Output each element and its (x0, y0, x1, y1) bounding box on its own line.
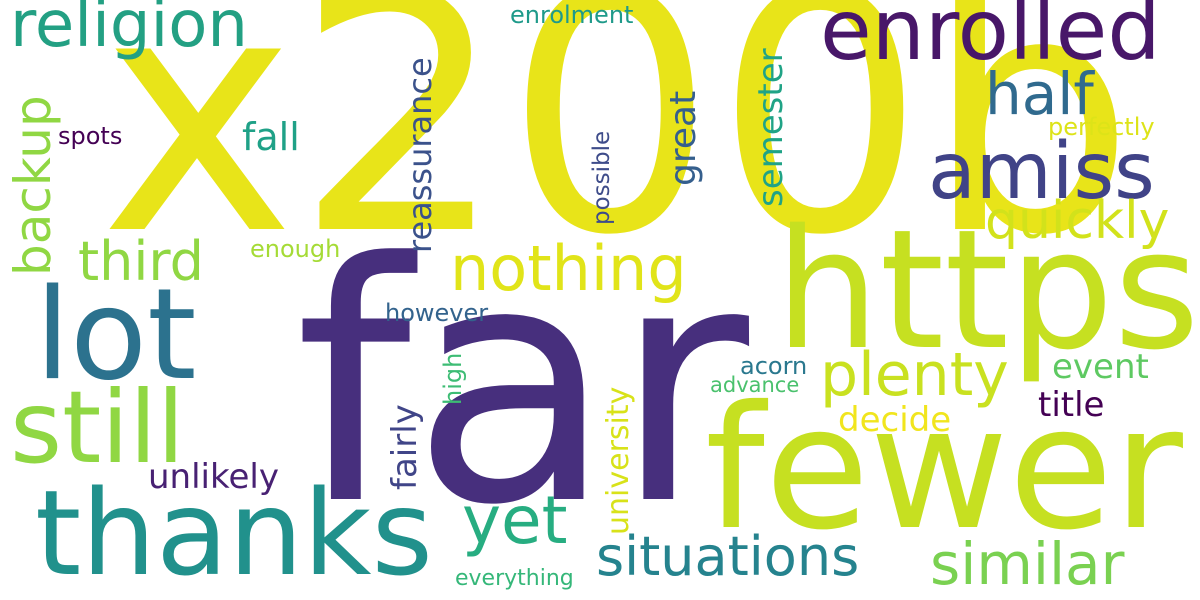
word-spots: spots (58, 122, 123, 150)
word-university: university (601, 386, 636, 535)
word-nothing: nothing (450, 232, 687, 305)
word-religion: religion (10, 0, 248, 62)
word-possible: possible (589, 130, 615, 225)
word-enrolment: enrolment (510, 1, 634, 29)
word-x200b: x200b (100, 0, 1135, 307)
word-situations: situations (596, 525, 860, 588)
word-enrolled: enrolled (820, 0, 1161, 79)
word-fairly: fairly (385, 404, 425, 490)
word-still: still (10, 369, 185, 486)
word-yet: yet (462, 482, 568, 559)
word-event: event (1052, 347, 1149, 387)
word-reassurance: reassurance (401, 57, 439, 253)
word-semester: semester (751, 48, 791, 207)
word-perfectly: perfectly (1048, 113, 1155, 141)
word-everything: everything (455, 566, 574, 591)
word-thanks: thanks (35, 464, 433, 600)
word-advance: advance (710, 373, 800, 397)
word-acorn: acorn (740, 352, 808, 380)
word-lot: lot (35, 261, 197, 408)
word-backup: backup (4, 95, 62, 276)
word-amiss: amiss (928, 127, 1155, 217)
word-far: far (295, 193, 750, 577)
word-half: half (985, 60, 1094, 128)
word-great: great (663, 90, 704, 186)
word-title: title (1038, 385, 1105, 425)
word-fewer: fewer (705, 370, 1183, 568)
word-fall: fall (242, 115, 300, 159)
word-similar: similar (930, 530, 1125, 598)
word-high: high (439, 352, 467, 405)
word-however: however (385, 299, 489, 327)
word-enough: enough (250, 235, 341, 263)
word-plenty: plenty (820, 340, 1009, 410)
word-quickly: quickly (985, 191, 1170, 251)
word-unlikely: unlikely (148, 457, 279, 497)
word-third: third (78, 230, 204, 293)
word-decide: decide (838, 400, 952, 440)
word-https: https (775, 194, 1200, 386)
